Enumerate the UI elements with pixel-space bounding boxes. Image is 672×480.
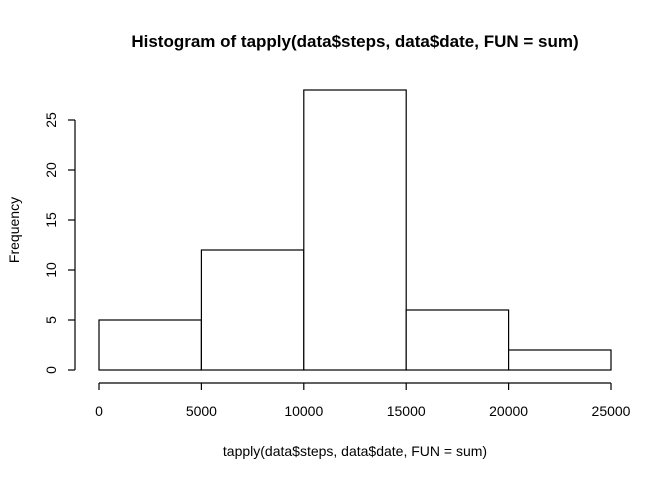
y-tick-label-5: 25 xyxy=(43,112,59,128)
y-tick-label-3: 15 xyxy=(43,212,59,228)
histogram-bar-2 xyxy=(303,89,407,371)
x-tick-label-1: 5000 xyxy=(186,403,217,419)
histogram-bar-3 xyxy=(405,309,510,371)
x-tick-label-4: 20000 xyxy=(489,403,528,419)
x-axis: 0 5000 10000 15000 20000 25000 xyxy=(95,382,631,419)
y-tick-label-1: 5 xyxy=(43,316,59,324)
histogram-bar-4 xyxy=(508,349,612,371)
y-tick-label-4: 20 xyxy=(43,162,59,178)
y-tick-label-2: 10 xyxy=(43,262,59,278)
x-tick-label-2: 10000 xyxy=(284,403,323,419)
bars-layer xyxy=(98,89,612,371)
x-tick-label-3: 15000 xyxy=(387,403,426,419)
histogram-bar-1 xyxy=(200,249,305,371)
histogram-bar-0 xyxy=(98,319,203,371)
x-axis-label: tapply(data$steps, data$date, FUN = sum) xyxy=(223,443,487,459)
x-tick-label-0: 0 xyxy=(95,403,103,419)
chart-title: Histogram of tapply(data$steps, data$dat… xyxy=(131,32,578,51)
x-tick-label-5: 25000 xyxy=(592,403,631,419)
y-axis: 0 5 10 15 20 25 xyxy=(43,112,76,374)
y-tick-label-0: 0 xyxy=(43,366,59,374)
y-axis-label: Frequency xyxy=(6,197,22,263)
